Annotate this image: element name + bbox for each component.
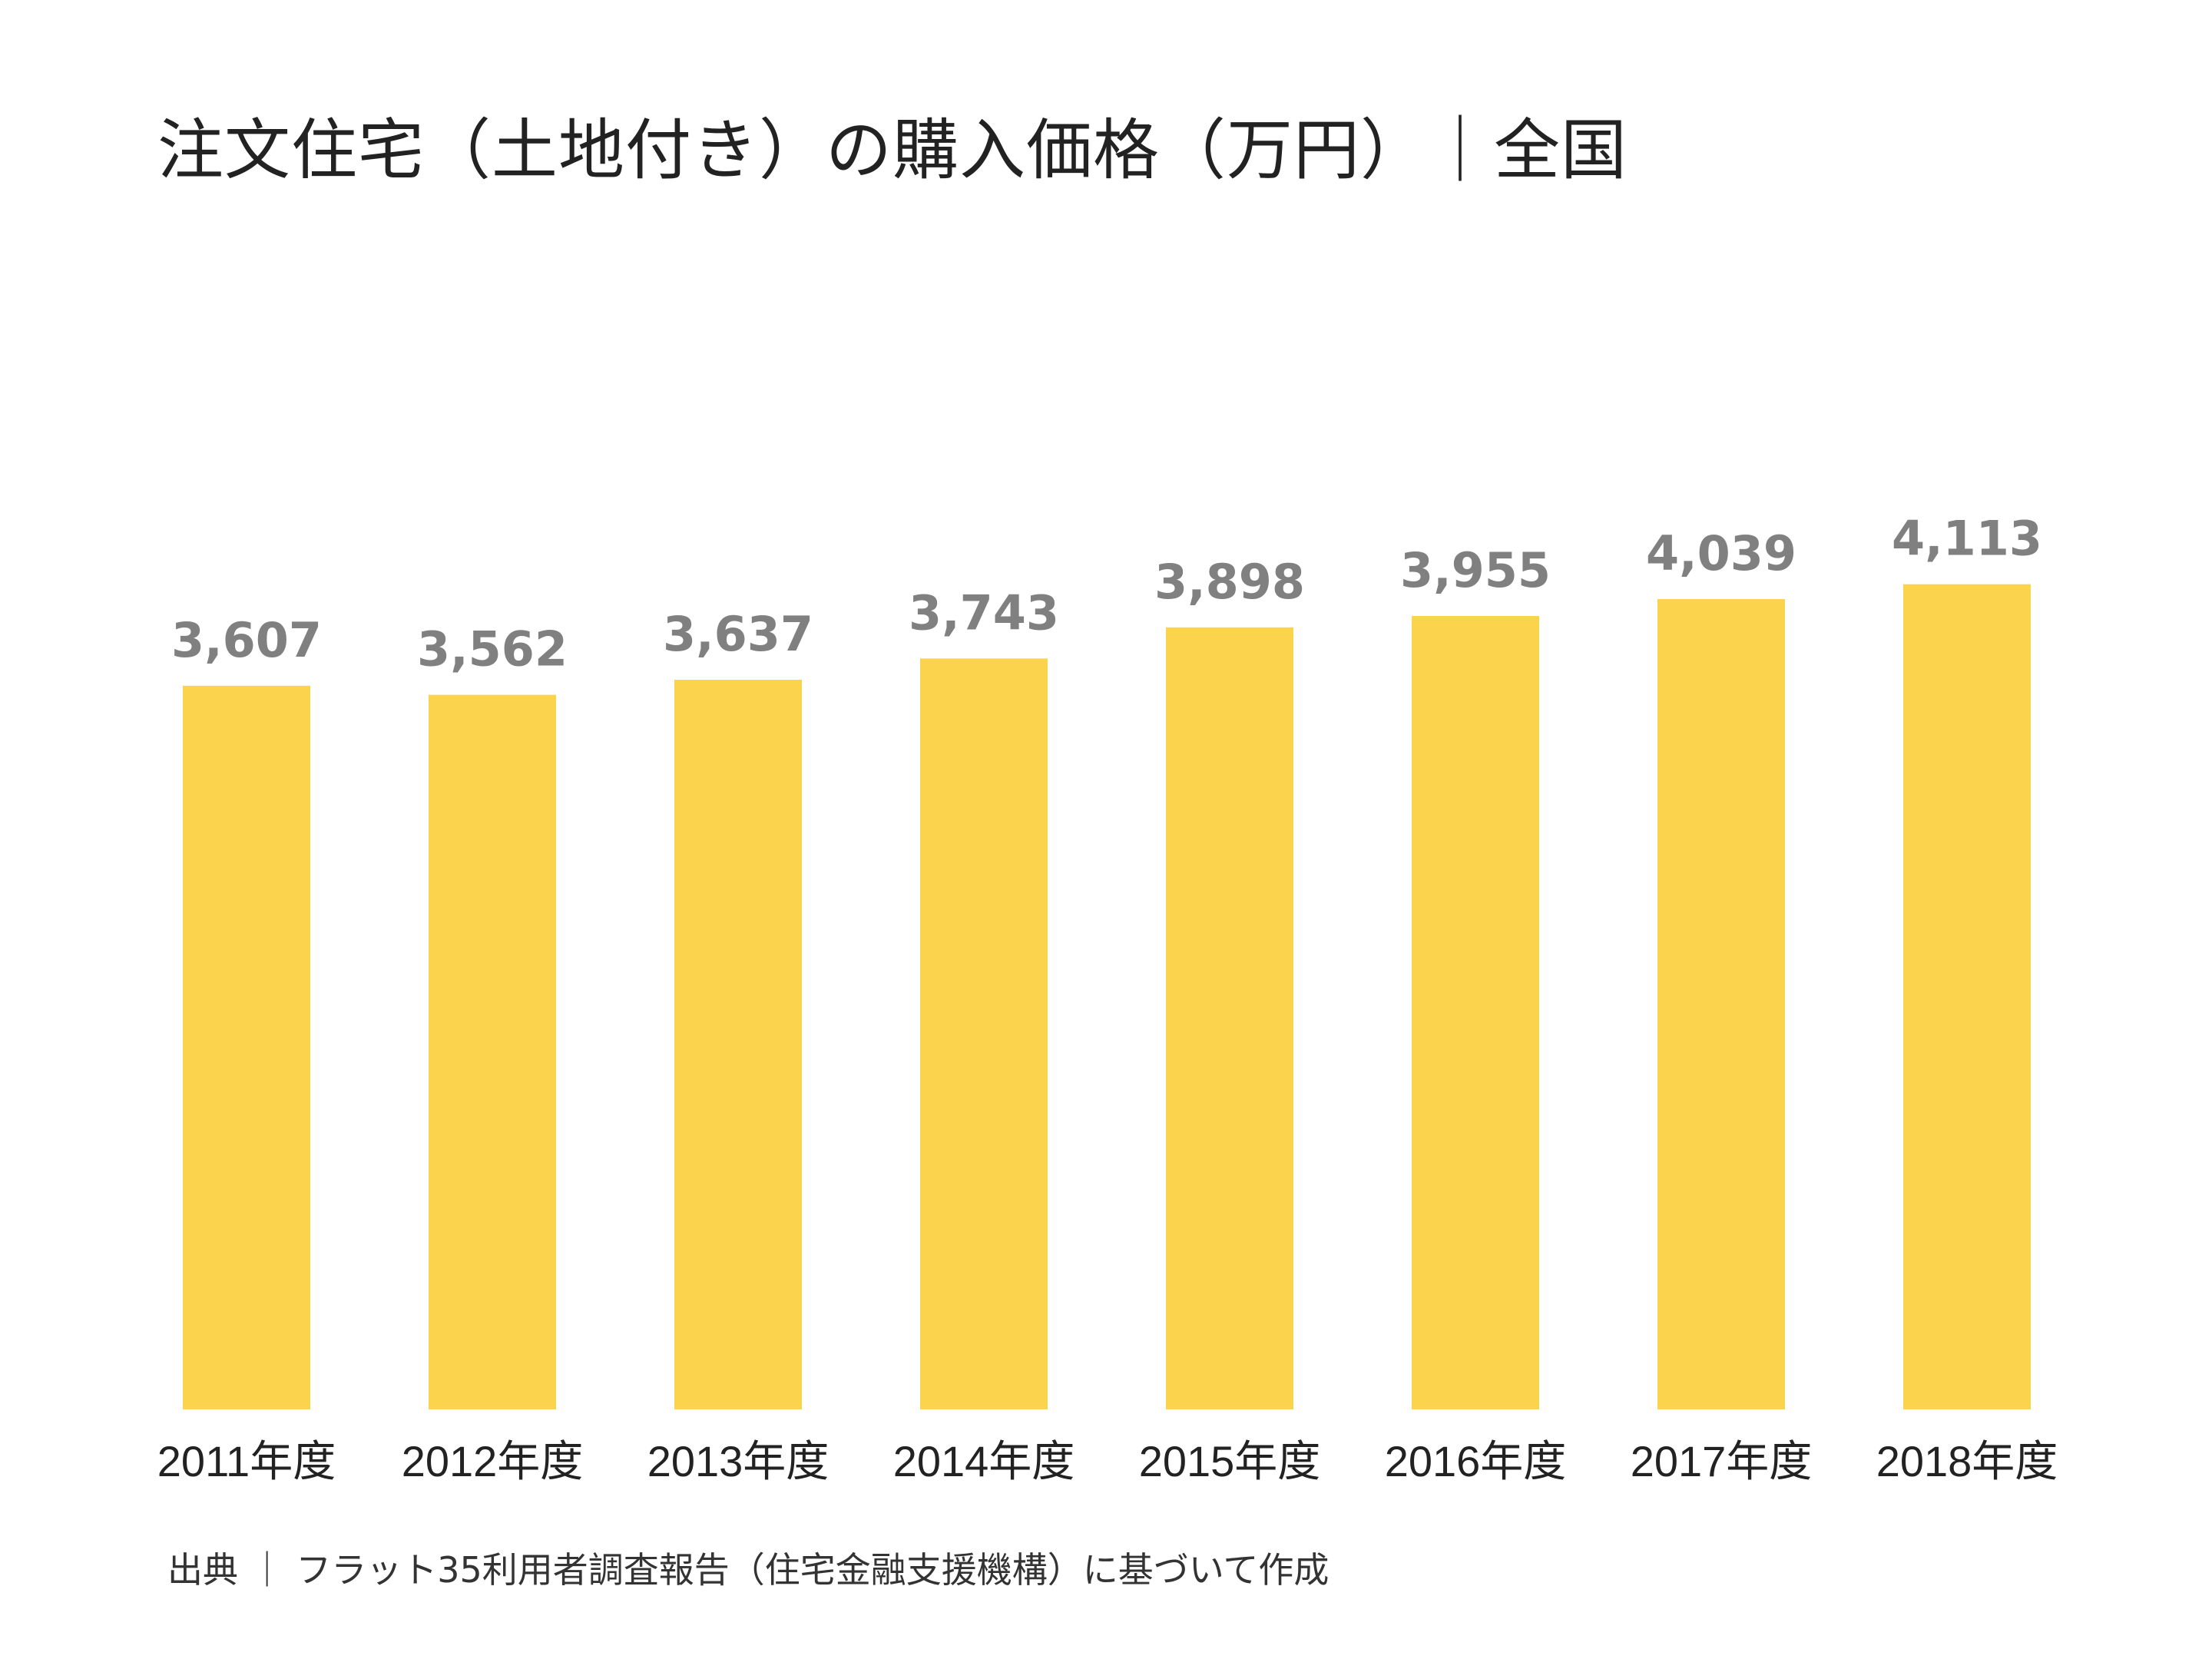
chart-title: 注文住宅（土地付き）の購入価格（万円）｜全国 [157, 112, 1628, 189]
bar-2016年度 [1412, 615, 1539, 1409]
bar-2011年度 [183, 685, 310, 1409]
value-label: 4,039 [1646, 525, 1796, 581]
value-label: 3,607 [171, 612, 322, 668]
value-label: 4,113 [1892, 511, 2042, 567]
value-label: 3,898 [1154, 554, 1305, 610]
category-label: 2015年度 [1139, 1437, 1321, 1485]
bar-2017年度 [1657, 599, 1785, 1409]
category-label: 2014年度 [893, 1437, 1075, 1485]
value-label: 3,562 [417, 621, 568, 677]
category-labels-group: 2011年度 2012年度 2013年度 2014年度 2015年度 2016年度 2017… [157, 1437, 2058, 1485]
value-label: 3,743 [909, 584, 1059, 641]
category-label: 2016年度 [1385, 1437, 1567, 1485]
bar-2013年度 [674, 680, 802, 1409]
bar-2012年度 [429, 694, 556, 1409]
value-label: 3,637 [663, 606, 813, 662]
bar-2018年度 [1903, 584, 2031, 1410]
bars-group [183, 584, 2031, 1410]
value-labels-group: 3,607 3,562 3,637 3,743 3,898 3,955 4,039 4,113 [171, 511, 2042, 677]
bar-2015年度 [1166, 627, 1293, 1409]
bar-2014年度 [920, 658, 1048, 1409]
source-note: 出典 ｜ フラット35利用者調査報告（住宅金融支援機構）に基づいて作成 [167, 1549, 1330, 1591]
value-label: 3,955 [1400, 542, 1551, 598]
category-label: 2018年度 [1876, 1437, 2058, 1485]
category-label: 2013年度 [647, 1437, 830, 1485]
category-label: 2012年度 [402, 1437, 584, 1485]
category-label: 2011年度 [157, 1437, 336, 1485]
category-label: 2017年度 [1631, 1437, 1813, 1485]
